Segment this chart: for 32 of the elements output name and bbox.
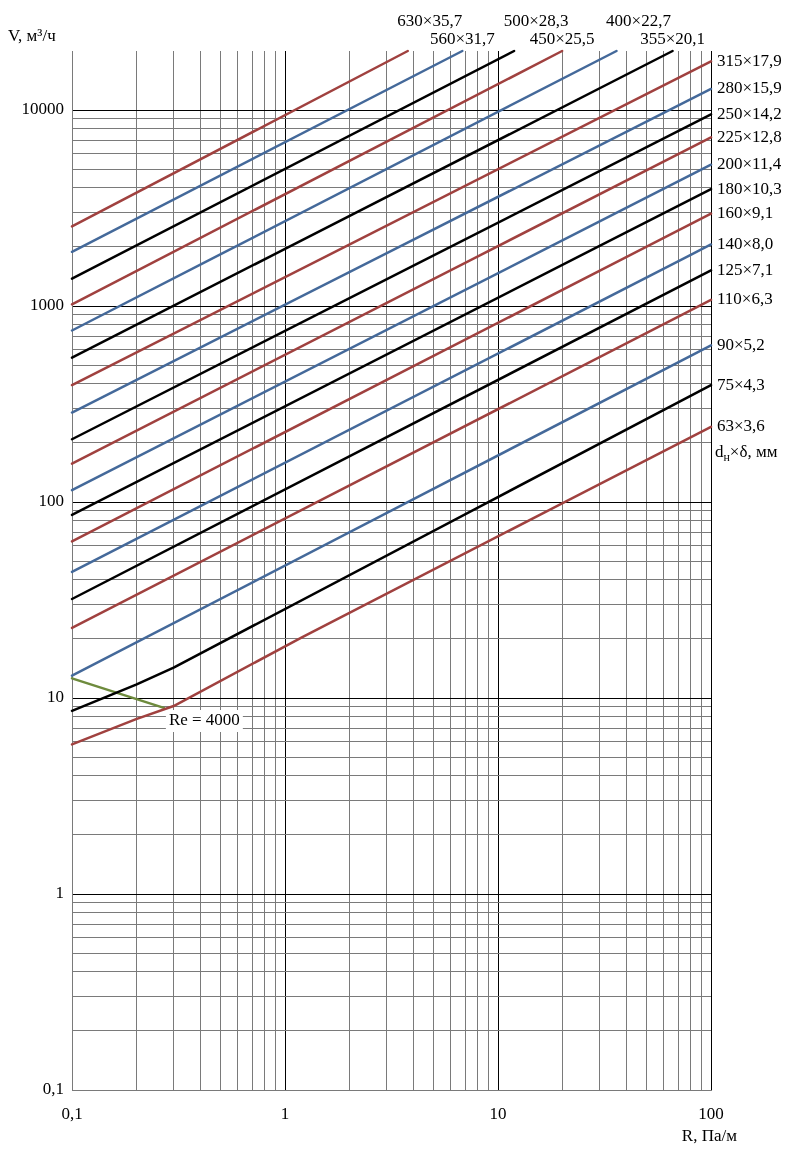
series-label: 75×4,3 — [717, 374, 765, 394]
series-label: 315×17,9 — [717, 50, 782, 70]
x-tick-label: 100 — [698, 1103, 724, 1123]
series-label: 90×5,2 — [717, 334, 765, 354]
series-label: 180×10,3 — [717, 178, 782, 198]
series-label: 630×35,7 — [397, 11, 463, 31]
y-tick-label: 1 — [55, 883, 64, 903]
y-tick-label: 1000 — [30, 295, 64, 315]
y-tick-label: 100 — [38, 491, 64, 511]
y-tick-label: 10000 — [21, 99, 64, 119]
series-label: 450×25,5 — [529, 29, 595, 49]
y-tick-label: 10 — [47, 687, 64, 707]
y-tick-label: 0,1 — [42, 1079, 64, 1099]
series-label: 160×9,1 — [717, 203, 774, 223]
series-label: 200×11,4 — [717, 154, 782, 174]
x-tick-label: 10 — [489, 1103, 507, 1123]
series-label: 250×14,2 — [717, 103, 782, 123]
y-axis-title: V, м³/ч — [8, 26, 57, 46]
series-label: 63×3,6 — [717, 416, 765, 436]
x-tick-label: 0,1 — [61, 1103, 83, 1123]
series-label: 125×7,1 — [717, 259, 774, 279]
series-label: 400×22,7 — [606, 11, 672, 31]
series-label: Re = 4000 — [168, 710, 240, 730]
x-tick-label: 1 — [280, 1103, 290, 1123]
series-label: 355×20,1 — [640, 29, 705, 49]
series-label: 560×31,7 — [429, 29, 496, 49]
series-label: 140×8,0 — [717, 233, 774, 253]
series-label: 225×12,8 — [717, 126, 782, 146]
x-axis-title: R, Па/м — [681, 1126, 738, 1146]
series-label: 500×28,3 — [503, 11, 569, 31]
series-label: 110×6,3 — [717, 289, 773, 309]
series-label: 280×15,9 — [717, 78, 782, 98]
